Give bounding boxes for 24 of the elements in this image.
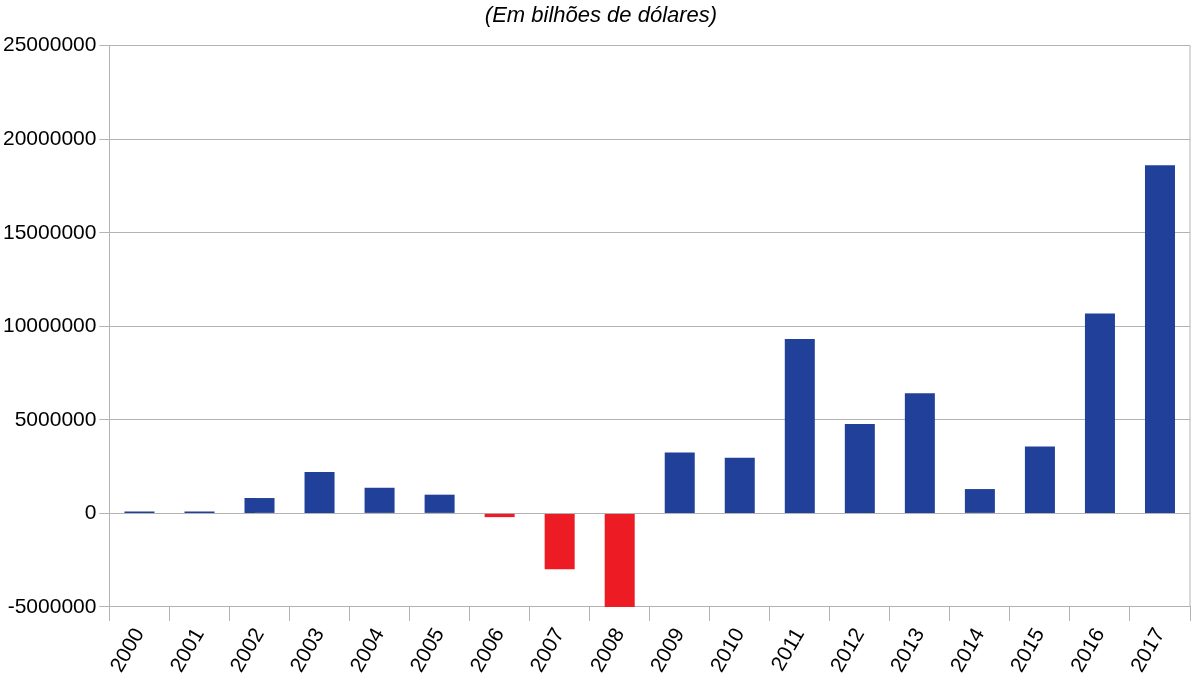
y-tick-label: 10000000 [3,313,97,337]
bar [724,457,755,513]
chart-title: (Em bilhões de dólares) [483,1,719,29]
bar [484,513,515,518]
bar [544,513,575,570]
bar [964,489,995,513]
bar [664,452,695,513]
y-tick-label: 0 [84,500,97,524]
bar [1084,313,1115,513]
bar [784,339,815,513]
bar [604,513,635,607]
bar [244,498,275,513]
y-tick-label: 5000000 [14,406,97,430]
bar [904,393,935,513]
bar [364,487,395,513]
bar [844,423,875,513]
y-tick-label: 25000000 [3,32,97,56]
y-tick-label: 15000000 [3,219,97,243]
y-tick-label: -5000000 [7,593,97,617]
bar [304,472,335,513]
y-tick-label: 20000000 [3,125,97,149]
bar [1144,165,1175,513]
bar [424,494,455,513]
bar [1024,446,1055,513]
